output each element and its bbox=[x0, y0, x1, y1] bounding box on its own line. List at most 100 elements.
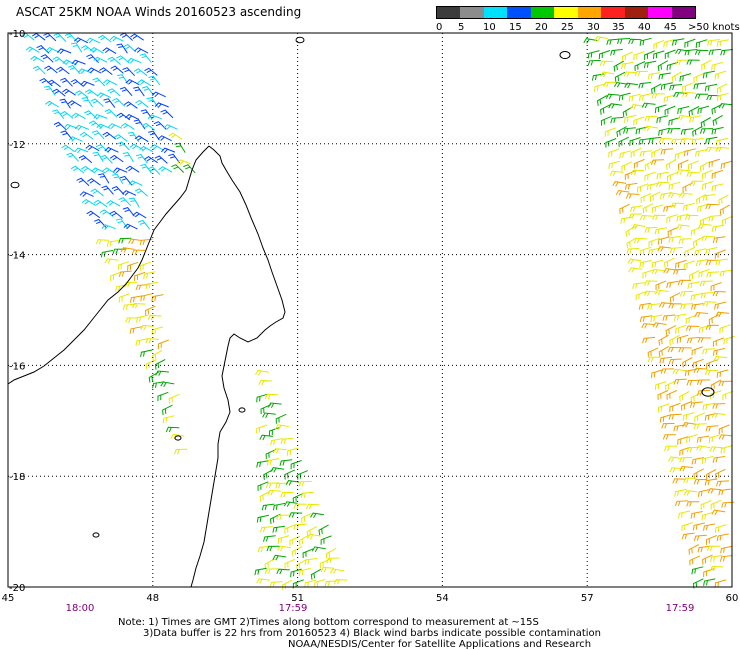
wind-barb bbox=[284, 524, 296, 535]
wind-barb bbox=[695, 259, 709, 267]
wind-barb bbox=[650, 314, 663, 322]
wind-barb bbox=[642, 269, 654, 279]
wind-barb bbox=[286, 447, 299, 456]
wind-barb bbox=[708, 215, 722, 222]
wind-barb bbox=[656, 115, 669, 124]
wind-barb bbox=[644, 159, 656, 171]
wind-barb bbox=[151, 294, 164, 302]
wind-barb bbox=[696, 379, 711, 385]
lon-tick-label: 51 bbox=[291, 593, 304, 604]
wind-barb bbox=[284, 469, 296, 480]
wind-barb bbox=[300, 491, 314, 498]
wind-barb bbox=[605, 93, 620, 100]
wind-barb bbox=[697, 105, 710, 114]
wind-barb bbox=[125, 78, 140, 86]
wind-barb bbox=[298, 567, 311, 576]
wind-barb bbox=[154, 359, 166, 370]
wind-barb bbox=[144, 155, 158, 164]
wind-barb bbox=[270, 467, 285, 473]
wind-barb bbox=[644, 50, 655, 61]
wind-barb bbox=[634, 61, 646, 72]
wind-barb bbox=[109, 35, 124, 42]
wind-barb bbox=[320, 535, 332, 545]
wind-barb bbox=[711, 61, 723, 71]
wind-barb bbox=[682, 357, 693, 368]
wind-barb bbox=[711, 224, 725, 233]
wind-barb bbox=[155, 370, 169, 376]
wind-barb bbox=[255, 369, 269, 376]
wind-barb bbox=[608, 103, 623, 109]
wind-barb bbox=[624, 170, 636, 181]
legend-swatch bbox=[624, 7, 649, 18]
wind-barb bbox=[716, 39, 729, 47]
footnote-line-1: Note: 1) Times are GMT 2)Times along bot… bbox=[118, 617, 539, 628]
wind-barb bbox=[705, 247, 718, 255]
wind-barb bbox=[116, 141, 130, 151]
wind-barb bbox=[107, 56, 121, 65]
wind-barb bbox=[698, 268, 710, 278]
wind-barb bbox=[675, 324, 687, 334]
wind-barb bbox=[700, 117, 712, 128]
wind-barb bbox=[124, 281, 138, 288]
wind-barb bbox=[671, 71, 682, 83]
wind-barb bbox=[657, 246, 672, 252]
wind-barb bbox=[614, 71, 626, 83]
wind-barb bbox=[116, 43, 128, 54]
wind-barb bbox=[722, 390, 734, 401]
wind-barb bbox=[272, 502, 286, 511]
wind-barb bbox=[136, 314, 149, 323]
wind-barb bbox=[151, 326, 164, 335]
wind-barb bbox=[109, 154, 124, 163]
wind-barb bbox=[679, 457, 693, 463]
wind-barb bbox=[704, 413, 717, 421]
wind-barb bbox=[640, 246, 652, 256]
wind-barb bbox=[102, 47, 117, 55]
wind-barb bbox=[655, 381, 667, 390]
wind-barb bbox=[641, 102, 656, 109]
wind-barb bbox=[651, 369, 663, 379]
wind-barb bbox=[659, 192, 673, 200]
wind-barb bbox=[267, 489, 282, 496]
wind-barb bbox=[134, 188, 148, 197]
wind-barb bbox=[264, 558, 276, 570]
wind-barb bbox=[610, 48, 623, 56]
wind-barb bbox=[658, 127, 671, 136]
wind-barb bbox=[86, 37, 101, 44]
wind-barb bbox=[676, 334, 689, 344]
wind-barb bbox=[705, 324, 719, 331]
wind-barb bbox=[127, 261, 139, 271]
wind-barb bbox=[628, 213, 642, 219]
wind-barb bbox=[168, 153, 181, 164]
wind-barb bbox=[137, 79, 152, 87]
wind-barb bbox=[600, 104, 611, 115]
wind-barb bbox=[646, 182, 660, 191]
wind-barb bbox=[691, 137, 704, 145]
wind-barb bbox=[700, 292, 714, 299]
wind-barb bbox=[671, 38, 685, 46]
wind-barb bbox=[632, 282, 645, 289]
wind-barb bbox=[284, 558, 296, 569]
wind-barb bbox=[677, 114, 692, 121]
wind-barb bbox=[127, 131, 140, 143]
wind-barb bbox=[664, 445, 678, 452]
wind-barb bbox=[272, 554, 287, 561]
wind-barb bbox=[644, 171, 656, 181]
wind-barb bbox=[693, 367, 708, 374]
wind-barb bbox=[45, 46, 60, 53]
wind-barb bbox=[90, 98, 104, 107]
wind-barb bbox=[141, 122, 156, 131]
wind-barb bbox=[269, 513, 281, 525]
wind-barb bbox=[618, 92, 631, 101]
wind-barb bbox=[174, 448, 188, 455]
wind-barb bbox=[707, 488, 722, 494]
wind-barb bbox=[135, 153, 148, 164]
wind-barb bbox=[154, 155, 168, 164]
wind-barb bbox=[62, 88, 76, 96]
wind-barb bbox=[170, 433, 185, 440]
wind-barb bbox=[100, 249, 114, 258]
wind-barb bbox=[657, 403, 670, 413]
wind-barb bbox=[697, 203, 709, 213]
wind-barb bbox=[43, 85, 56, 96]
wind-barb bbox=[708, 314, 720, 325]
wind-barb bbox=[612, 181, 627, 187]
